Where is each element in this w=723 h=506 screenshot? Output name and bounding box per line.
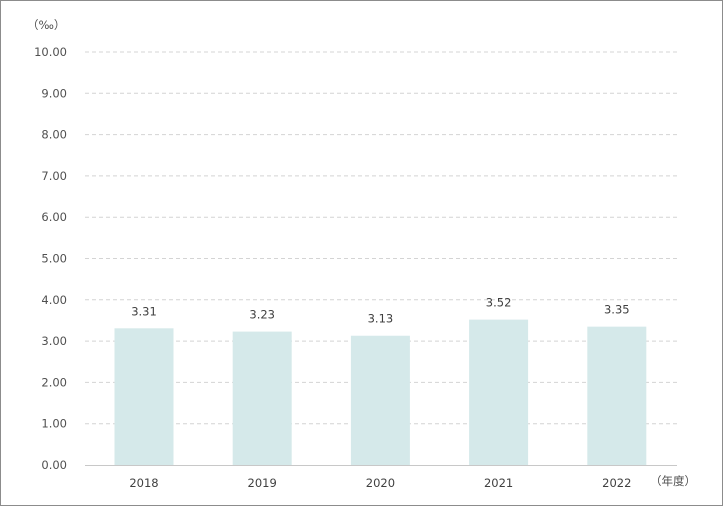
bar-2022 <box>587 326 647 465</box>
bar-2018 <box>114 328 174 465</box>
data-label-2019: 3.23 <box>249 308 275 322</box>
x-tick-label: 2022 <box>602 476 631 490</box>
y-tick-label: 2.00 <box>41 375 67 389</box>
data-label-2021: 3.52 <box>486 296 512 310</box>
data-label-2022: 3.35 <box>604 303 630 317</box>
y-axis-unit: （‰） <box>27 18 65 32</box>
labels: 0.00 1.00 2.00 3.00 4.00 5.00 6.00 7.00 8.00 9.00… <box>34 45 631 490</box>
data-label-2018: 3.31 <box>131 304 157 318</box>
y-tick-label: 10.00 <box>34 45 67 59</box>
y-tick-label: 1.00 <box>41 417 67 431</box>
y-tick-label: 4.00 <box>41 293 67 307</box>
y-tick-label: 8.00 <box>41 128 67 142</box>
x-tick-label: 2018 <box>129 476 158 490</box>
y-tick-label: 5.00 <box>41 252 67 266</box>
x-tick-label: 2021 <box>484 476 513 490</box>
bar-2020 <box>350 335 410 465</box>
x-tick-label: 2019 <box>248 476 277 490</box>
bar-2021 <box>469 319 529 465</box>
bar-2019 <box>232 331 292 465</box>
grid-lines <box>85 51 677 425</box>
x-tick-label: 2020 <box>366 476 395 490</box>
y-tick-label: 9.00 <box>41 86 67 100</box>
y-tick-label: 0.00 <box>41 458 67 472</box>
y-tick-label: 6.00 <box>41 210 67 224</box>
x-axis-unit: （年度） <box>650 474 696 488</box>
data-label-2020: 3.13 <box>368 312 394 326</box>
y-tick-label: 3.00 <box>41 334 67 348</box>
y-tick-label: 7.00 <box>41 169 67 183</box>
bars <box>114 319 647 465</box>
